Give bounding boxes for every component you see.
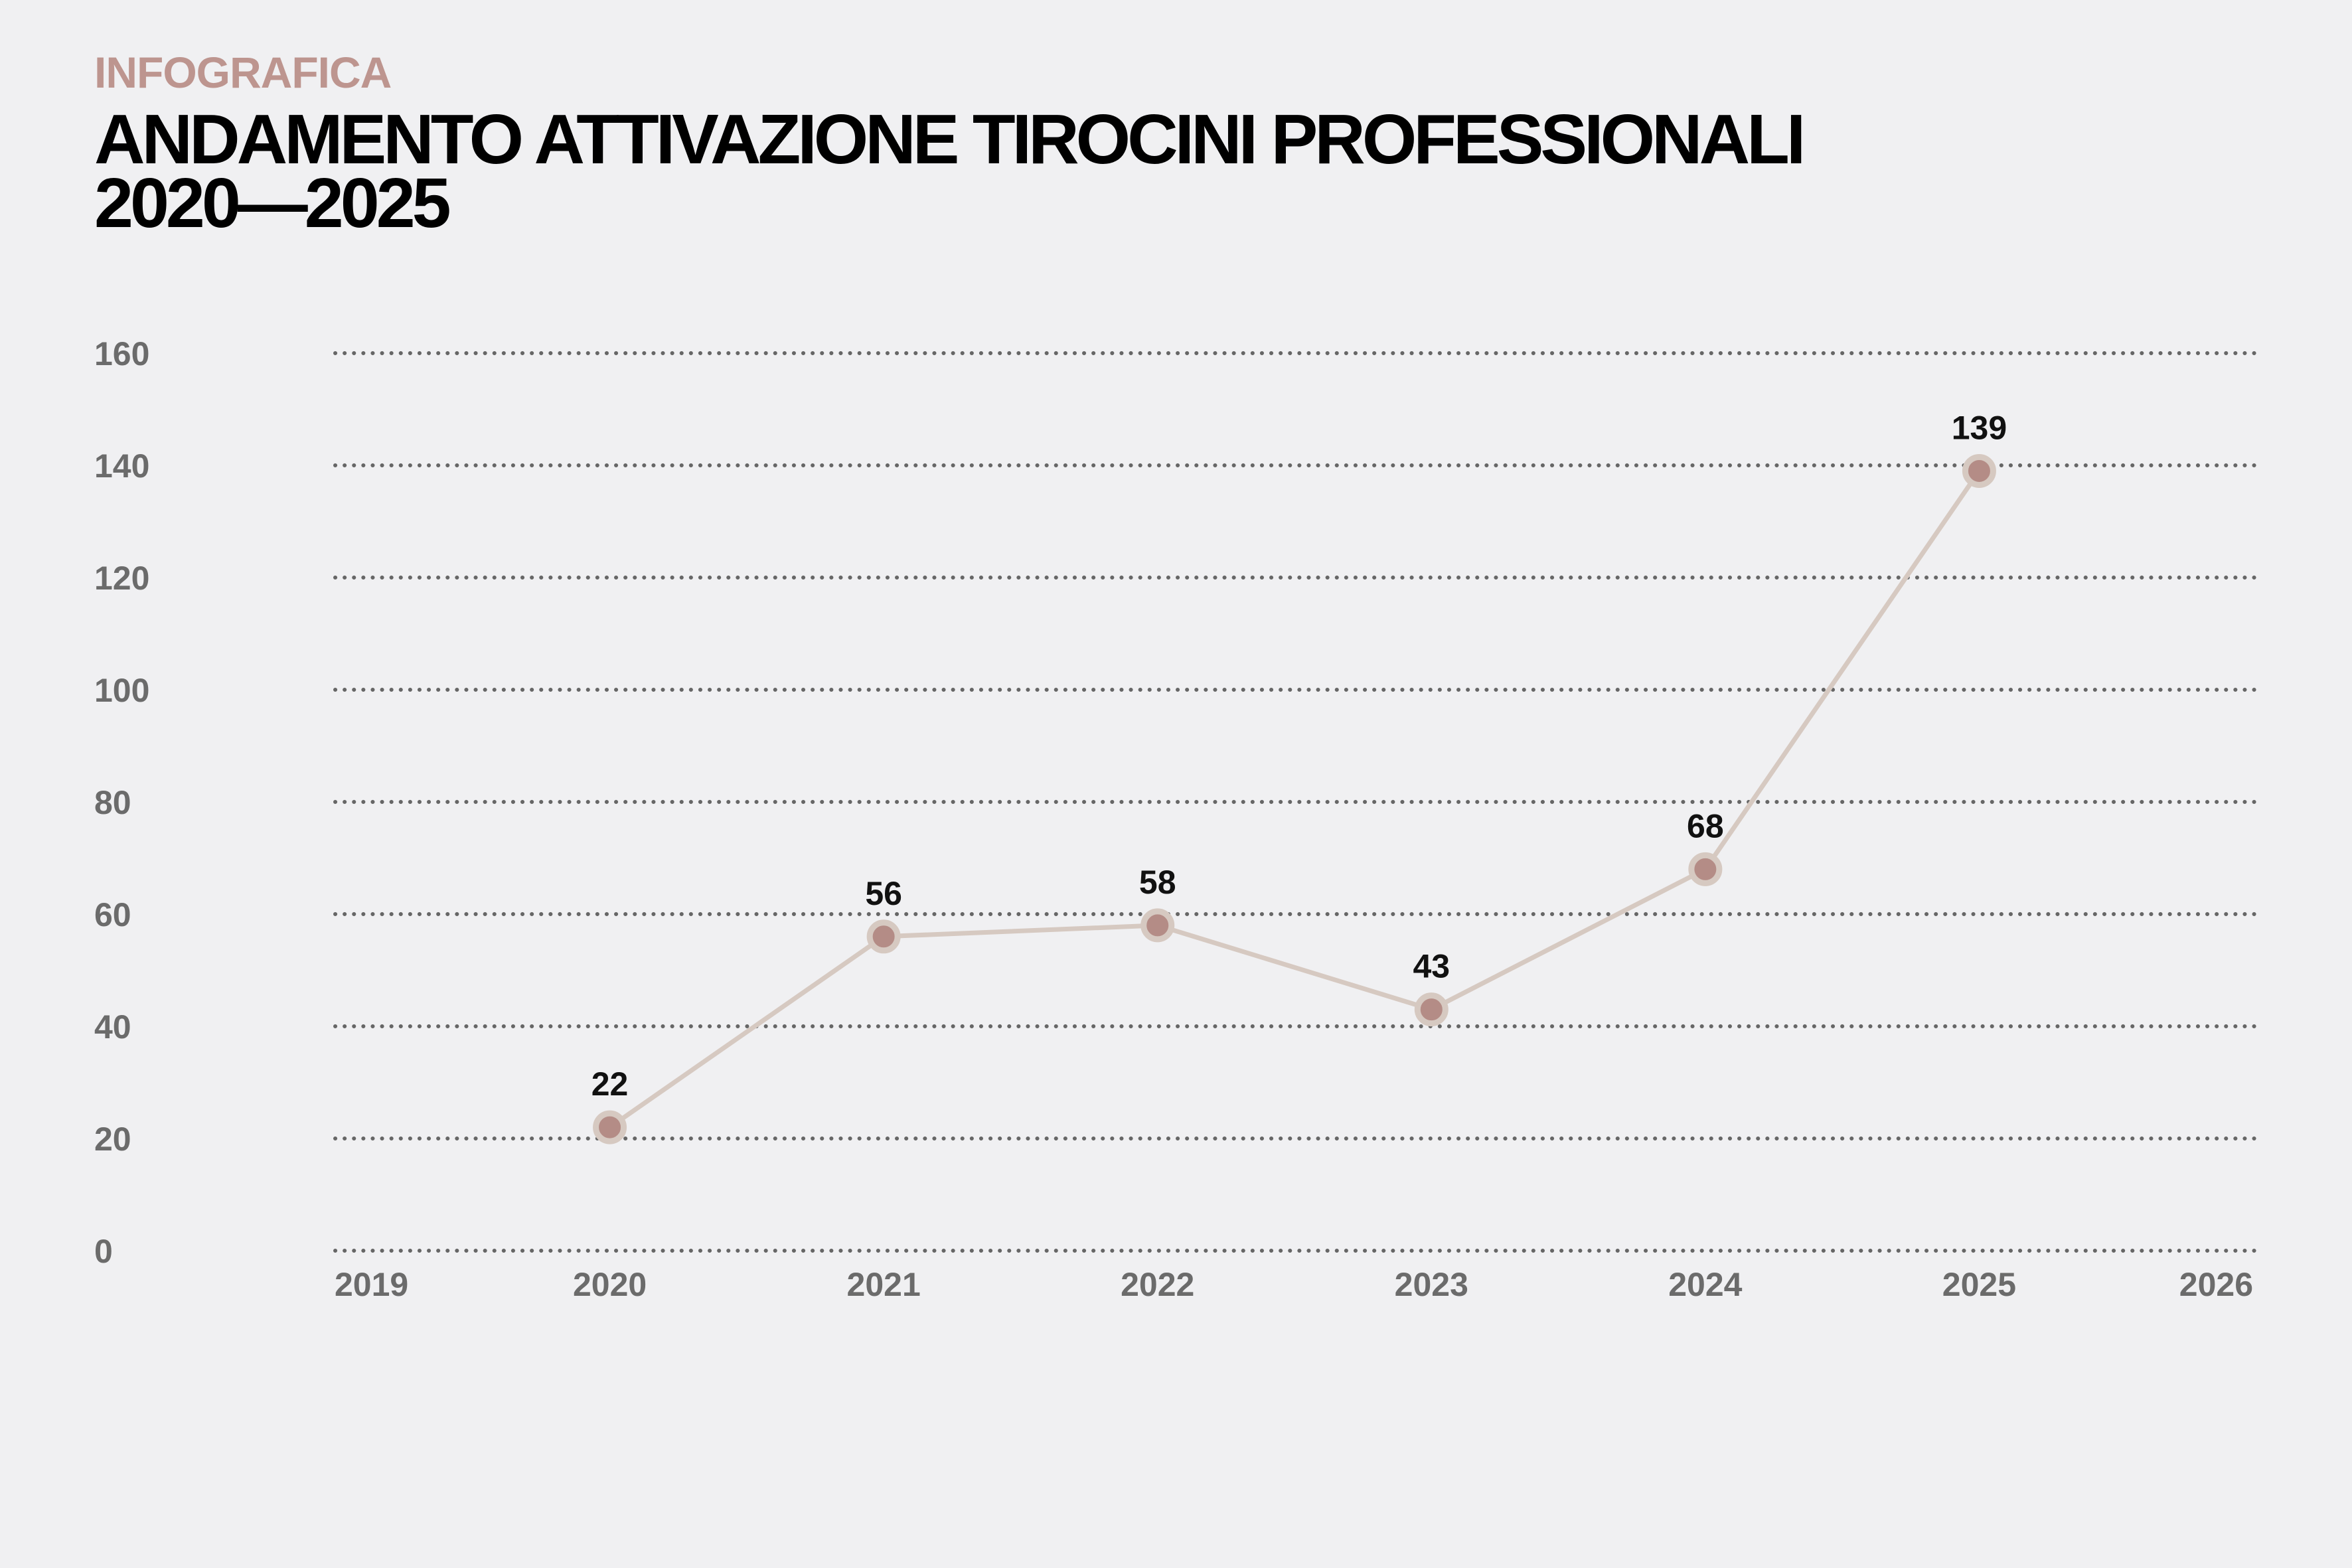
data-label-2020: 22 (591, 1065, 629, 1103)
data-labels: 22 56 58 43 68 139 (591, 409, 2007, 1103)
data-point-2022 (1140, 908, 1175, 943)
series-group (593, 453, 1996, 1144)
data-point-2024 (1688, 852, 1723, 886)
data-label-2025: 139 (1952, 409, 2007, 446)
data-label-2024: 68 (1687, 807, 1724, 844)
y-tick-label-20: 20 (94, 1121, 131, 1158)
x-tick-label-2023: 2023 (1395, 1266, 1468, 1303)
y-tick-label-60: 60 (94, 896, 131, 933)
y-tick-label-160: 160 (94, 335, 149, 372)
data-label-2023: 43 (1413, 948, 1450, 985)
data-point-2020 (593, 1110, 627, 1144)
x-tick-label-2019: 2019 (335, 1266, 408, 1303)
data-label-2022: 58 (1139, 864, 1176, 901)
series-line (607, 468, 1982, 1130)
y-tick-label-80: 80 (94, 784, 131, 821)
y-tick-label-140: 140 (94, 447, 149, 485)
data-label-2021: 56 (865, 875, 902, 912)
x-tick-label-2026: 2026 (2179, 1266, 2253, 1303)
kicker-label: INFOGRAFICA (94, 48, 392, 97)
title-line-2: 2020—2025 (94, 164, 451, 242)
y-tick-label-100: 100 (94, 672, 149, 709)
x-tick-label-2021: 2021 (847, 1266, 921, 1303)
page-title: ANDAMENTO ATTIVAZIONE TIROCINI PROFESSIO… (94, 100, 2219, 242)
x-axis: 2019 2020 2021 2022 2023 2024 2025 2026 (335, 1266, 2253, 1303)
y-tick-label-0: 0 (94, 1233, 113, 1270)
data-point-2023 (1414, 992, 1449, 1027)
title-line-1: ANDAMENTO ATTIVAZIONE TIROCINI PROFESSIO… (94, 100, 1806, 179)
x-tick-label-2022: 2022 (1121, 1266, 1194, 1303)
grid-lines (333, 351, 2257, 1253)
x-tick-label-2025: 2025 (1942, 1266, 2016, 1303)
y-tick-label-120: 120 (94, 560, 149, 597)
y-tick-label-40: 40 (94, 1008, 131, 1046)
data-point-2021 (866, 919, 901, 954)
x-tick-label-2020: 2020 (573, 1266, 647, 1303)
x-tick-label-2024: 2024 (1668, 1266, 1742, 1303)
y-axis: 0 20 40 60 80 100 120 140 160 (94, 335, 149, 1270)
data-point-2025 (1962, 453, 1996, 488)
